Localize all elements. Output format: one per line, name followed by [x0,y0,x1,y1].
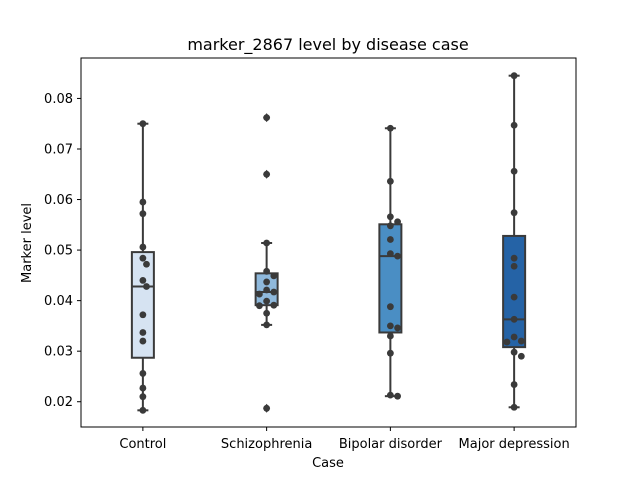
data-point [510,254,518,262]
data-point [263,278,271,286]
box-group [254,113,279,413]
data-point [139,329,147,336]
y-tick-label: 0.07 [44,142,73,157]
data-point [386,213,394,221]
y-axis: 0.02 0.03 0.04 0.05 0.06 0.07 0.08 [44,92,81,410]
box-group [502,74,527,409]
data-point [263,404,271,412]
y-tick-label: 0.08 [44,92,73,107]
y-tick-label: 0.04 [44,294,73,309]
x-tick-label: Schizophrenia [221,437,312,452]
data-point [386,236,394,243]
data-point [386,332,394,340]
data-point [270,301,278,309]
data-point [139,120,147,128]
data-point [263,309,271,317]
y-tick-label: 0.06 [44,193,73,208]
data-point [386,303,394,311]
data-point [143,260,150,268]
data-point [139,210,147,218]
x-tick-label: Bipolar disorder [339,437,443,452]
data-point [510,348,518,356]
data-point [510,381,518,388]
data-point [394,392,401,400]
data-point [386,391,394,399]
data-point [256,290,263,298]
data-point [510,403,518,411]
data-point [503,338,511,346]
box-group [130,122,155,412]
data-point [386,322,394,330]
data-point [139,393,147,401]
data-point [270,288,278,296]
box-iqr [130,251,155,359]
data-point [510,121,518,129]
data-point [517,337,525,345]
data-point [139,406,147,414]
data-point [263,114,271,122]
plot-frame [80,57,577,428]
data-point [510,72,518,80]
plot-area [130,72,527,414]
data-point [256,302,263,310]
data-point [263,170,271,178]
y-tick-label: 0.03 [44,345,73,360]
data-point [510,333,518,341]
data-point [386,177,394,185]
data-point [510,315,518,323]
data-point [139,370,147,377]
data-point [139,243,147,251]
data-point [394,218,401,226]
data-point [517,352,525,360]
data-point [386,250,394,258]
data-point [263,267,271,275]
data-point [386,349,394,357]
data-point [270,272,278,280]
data-point [386,124,394,132]
data-point [263,239,271,247]
chart-title: marker_2867 level by disease case [187,35,468,55]
data-point [263,297,271,305]
data-point [263,321,271,329]
data-point [139,254,147,262]
data-point [510,209,518,217]
x-tick-label: Control [119,437,166,452]
data-point [394,324,401,332]
data-point [394,252,401,260]
data-point [139,337,147,345]
data-point [143,283,150,290]
data-point [139,311,147,319]
y-tick-label: 0.02 [44,395,73,410]
data-point [510,167,518,175]
box-iqr [502,234,527,349]
y-tick-label: 0.05 [44,244,73,259]
y-axis-title: Marker level [20,203,35,283]
x-axis: Control Schizophrenia Bipolar disorder Majo… [119,427,570,452]
data-point [510,293,518,301]
x-tick-label: Major depression [459,437,570,452]
data-point [263,286,271,294]
data-point [139,198,147,206]
data-point [510,262,518,270]
x-axis-title: Case [312,456,344,471]
data-point [139,277,147,284]
data-point [386,222,394,230]
data-point [139,384,147,392]
